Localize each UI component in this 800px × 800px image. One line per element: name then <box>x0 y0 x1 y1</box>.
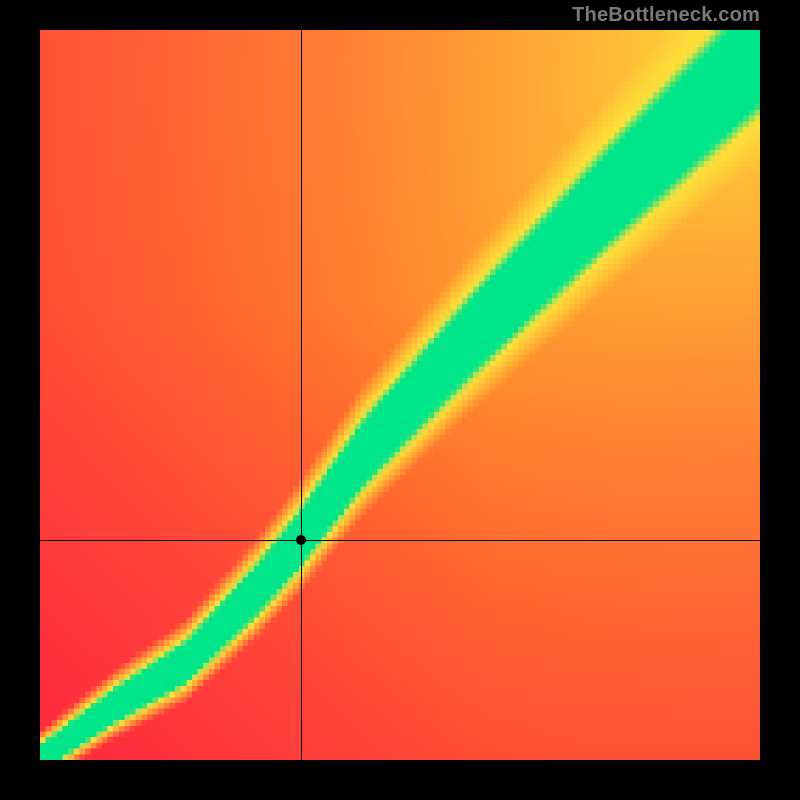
heatmap-plot <box>40 30 760 760</box>
frame: TheBottleneck.com <box>0 0 800 800</box>
crosshair-vertical <box>301 30 302 760</box>
heatmap-canvas <box>40 30 760 760</box>
watermark-text: TheBottleneck.com <box>572 4 760 27</box>
crosshair-horizontal <box>40 540 760 541</box>
crosshair-marker <box>296 535 306 545</box>
